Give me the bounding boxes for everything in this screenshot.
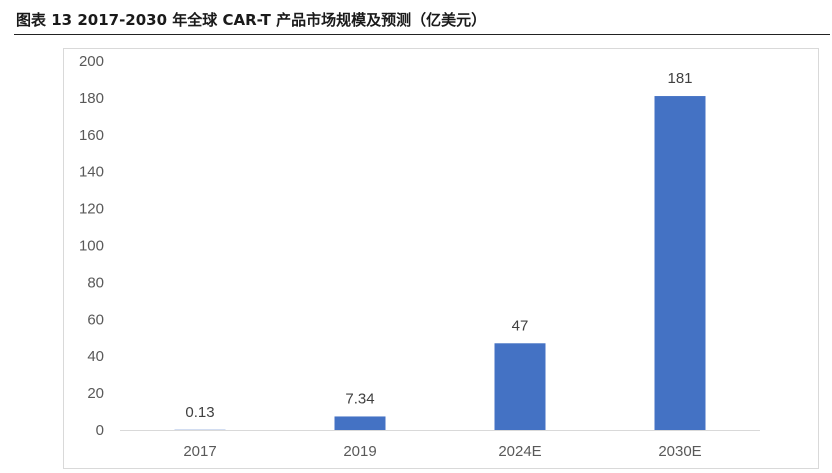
data-labels: 0.13 7.34 47 181 — [185, 70, 692, 421]
y-tick-label: 140 — [79, 164, 104, 181]
bar — [334, 416, 386, 430]
chart-title: 图表 13 2017-2030 年全球 CAR-T 产品市场规模及预测（亿美元） — [16, 11, 487, 29]
bar — [494, 343, 546, 430]
y-tick-label: 100 — [79, 238, 104, 255]
x-category-label: 2024E — [498, 443, 541, 460]
data-label: 0.13 — [185, 404, 214, 421]
y-tick-label: 180 — [79, 90, 104, 107]
data-label: 7.34 — [345, 390, 374, 407]
y-tick-label: 40 — [87, 348, 104, 365]
y-tick-label: 20 — [87, 385, 104, 402]
bar-series — [174, 96, 706, 431]
data-label: 181 — [667, 70, 692, 87]
data-label: 47 — [512, 317, 529, 334]
y-tick-label: 0 — [96, 422, 104, 439]
y-tick-label: 160 — [79, 127, 104, 144]
chart-frame — [63, 48, 819, 469]
y-tick-label: 200 — [79, 53, 104, 70]
y-axis-ticks: 0 20 40 60 80 100 120 140 160 180 200 — [79, 53, 104, 439]
bar — [654, 96, 706, 431]
y-tick-label: 60 — [87, 311, 104, 328]
y-tick-label: 120 — [79, 201, 104, 218]
x-axis-categories: 2017 2019 2024E 2030E — [183, 443, 701, 460]
y-tick-label: 80 — [87, 274, 104, 291]
title-divider — [14, 34, 830, 35]
x-category-label: 2030E — [658, 443, 701, 460]
x-category-label: 2017 — [183, 443, 216, 460]
x-category-label: 2019 — [343, 443, 376, 460]
